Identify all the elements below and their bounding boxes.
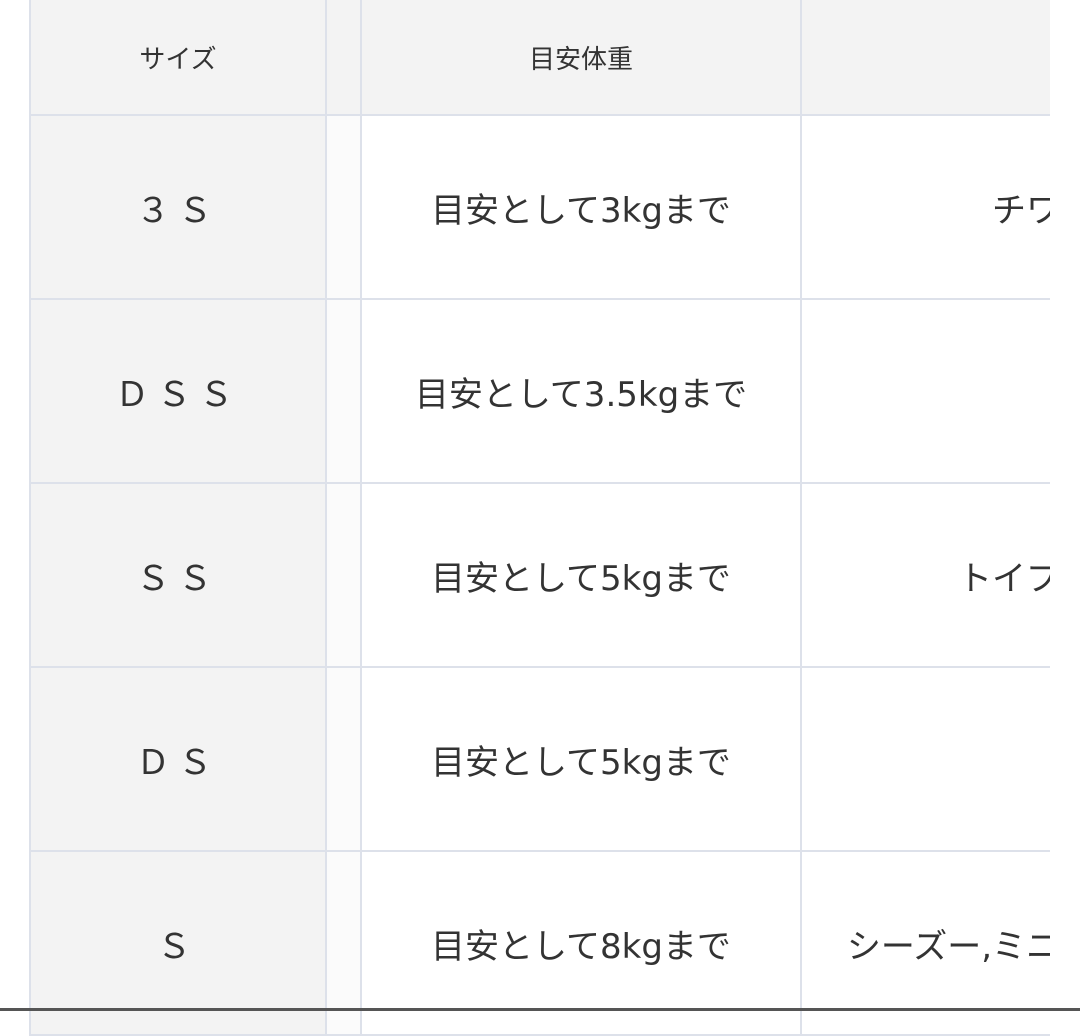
breed-text: トイプ: [958, 558, 1050, 599]
weight-cell: 目安として5kgまで: [362, 668, 802, 850]
spacer-column: [327, 116, 362, 298]
header-weight: 目安体重: [362, 0, 802, 114]
weight-cell: 目安として8kgまで: [362, 852, 802, 1034]
header-breed: [802, 0, 1050, 114]
bottom-edge-divider: [0, 1008, 1080, 1011]
breed-cell: トイプ: [802, 484, 1050, 666]
breed-cell: [802, 300, 1050, 482]
table-row: ＤＳＳ 目安として3.5kgまで: [29, 300, 1050, 484]
weight-cell: 目安として3kgまで: [362, 116, 802, 298]
spacer-column: [327, 484, 362, 666]
size-cell: ＤＳＳ: [29, 300, 327, 482]
table-row: ＳＳ 目安として5kgまで トイプ: [29, 484, 1050, 668]
table-row: ＤＳ 目安として5kgまで: [29, 668, 1050, 852]
spacer-column: [327, 0, 362, 114]
spacer-column: [327, 668, 362, 850]
weight-cell: 目安として3.5kgまで: [362, 300, 802, 482]
size-cell: Ｓ: [29, 852, 327, 1034]
table-row: ３Ｓ 目安として3kgまで チワ: [29, 116, 1050, 300]
table-header: サイズ 目安体重: [29, 0, 1050, 116]
spacer-column: [327, 852, 362, 1034]
header-size: サイズ: [29, 0, 327, 114]
spacer-column: [327, 300, 362, 482]
breed-cell: [802, 668, 1050, 850]
weight-cell: 目安として5kgまで: [362, 484, 802, 666]
breed-cell: チワ: [802, 116, 1050, 298]
breed-text: シーズー,ミニ: [846, 926, 1050, 967]
breed-text: チワ: [992, 190, 1050, 231]
size-cell: ３Ｓ: [29, 116, 327, 298]
breed-cell: シーズー,ミニ: [802, 852, 1050, 1034]
size-cell: ＳＳ: [29, 484, 327, 666]
size-cell: ＤＳ: [29, 668, 327, 850]
